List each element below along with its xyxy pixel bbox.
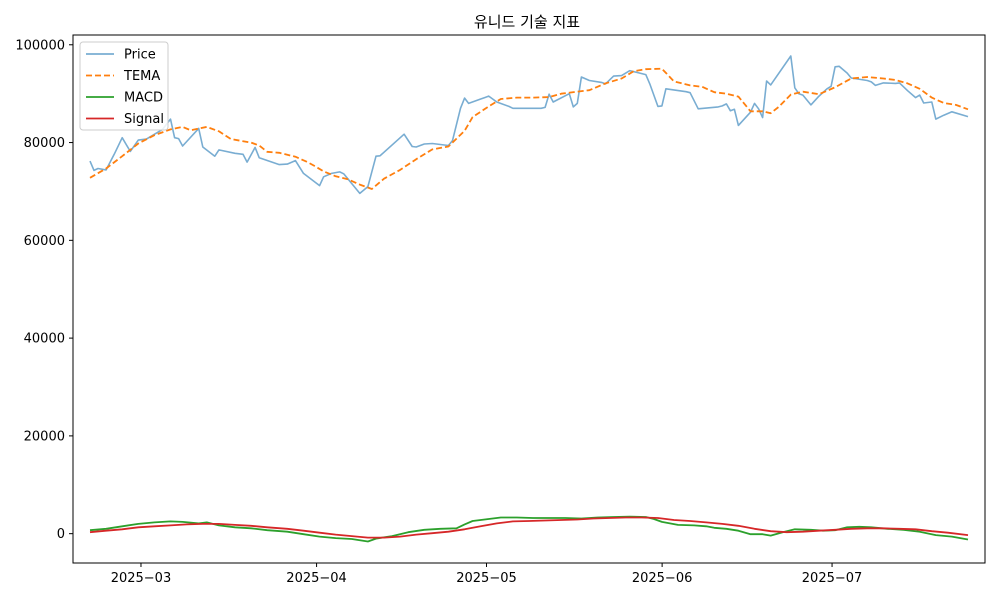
x-tick-label: 2025−05	[456, 571, 517, 586]
plot-area	[89, 55, 969, 543]
plot-frame	[72, 34, 986, 564]
legend-label-signal: Signal	[124, 112, 164, 127]
y-tick-label: 60000	[24, 234, 65, 249]
y-axis: 0 20000 40000 60000 80000 100000	[15, 38, 73, 542]
legend: Price TEMA MACD Signal	[79, 41, 169, 131]
series-line-tema	[89, 67, 969, 190]
legend-label-price: Price	[124, 48, 156, 63]
x-axis: 2025−03 2025−04 2025−05 2025−06 2025−07	[111, 563, 863, 586]
legend-label-tema: TEMA	[123, 69, 160, 84]
y-tick-label: 0	[57, 527, 65, 542]
x-tick-label: 2025−06	[632, 571, 693, 586]
y-tick-label: 80000	[24, 136, 65, 151]
series-line-price	[89, 55, 969, 195]
legend-box	[79, 41, 169, 131]
y-tick-label: 100000	[15, 38, 65, 53]
x-tick-label: 2025−07	[802, 571, 863, 586]
x-tick-label: 2025−03	[111, 571, 172, 586]
series-line-signal	[89, 516, 969, 539]
legend-label-macd: MACD	[124, 91, 163, 106]
y-tick-label: 40000	[24, 332, 65, 347]
x-tick-label: 2025−04	[286, 571, 347, 586]
chart-title: 유니드 기술 지표	[474, 13, 580, 31]
y-tick-label: 20000	[24, 429, 65, 444]
